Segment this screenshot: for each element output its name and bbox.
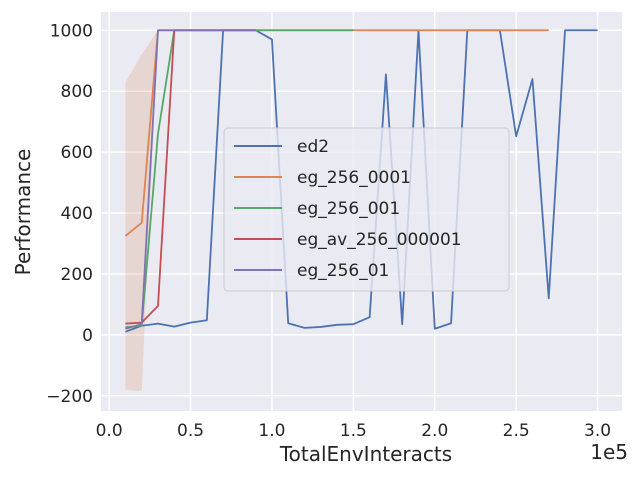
y-tick-label: −200 — [46, 387, 93, 407]
x-tick-label: 0.5 — [177, 421, 204, 441]
series-line — [125, 29, 598, 333]
y-tick-label: 0 — [82, 326, 93, 346]
legend-label: eg_av_256_000001 — [297, 230, 462, 250]
x-tick-labels: 0.0 0.5 1.0 1.5 2.0 2.5 3.0 — [96, 421, 611, 441]
y-tick-label: 1000 — [50, 21, 93, 41]
legend-box — [223, 127, 510, 292]
legend-label: eg_256_001 — [297, 199, 400, 219]
series-lines — [124, 29, 598, 333]
legend-label: eg_256_0001 — [297, 168, 411, 188]
legend-label: eg_256_01 — [297, 261, 389, 281]
series-line — [125, 29, 256, 330]
x-tick-label: 1.0 — [258, 421, 285, 441]
y-tick-labels: −200 0 200 400 600 800 1000 — [46, 21, 93, 406]
y-tick-label: 800 — [61, 82, 93, 102]
x-tick-label: 0.0 — [96, 421, 123, 441]
x-tick-label: 2.5 — [503, 421, 530, 441]
x-axis-label: TotalEnvInteracts — [279, 442, 452, 466]
x-tick-label: 2.0 — [421, 421, 448, 441]
x-tick-label: 1.5 — [340, 421, 367, 441]
x-tick-label: 3.0 — [584, 421, 611, 441]
legend-label: ed2 — [297, 137, 329, 157]
legend: ed2 eg_256_0001 eg_256_001 eg_av_256_000001… — [223, 127, 510, 292]
y-axis-label: Performance — [11, 149, 35, 276]
y-tick-label: 600 — [61, 143, 93, 163]
x-axis-offset-label: 1e5 — [590, 440, 628, 464]
y-tick-label: 200 — [61, 265, 93, 285]
y-tick-label: 400 — [61, 204, 93, 224]
